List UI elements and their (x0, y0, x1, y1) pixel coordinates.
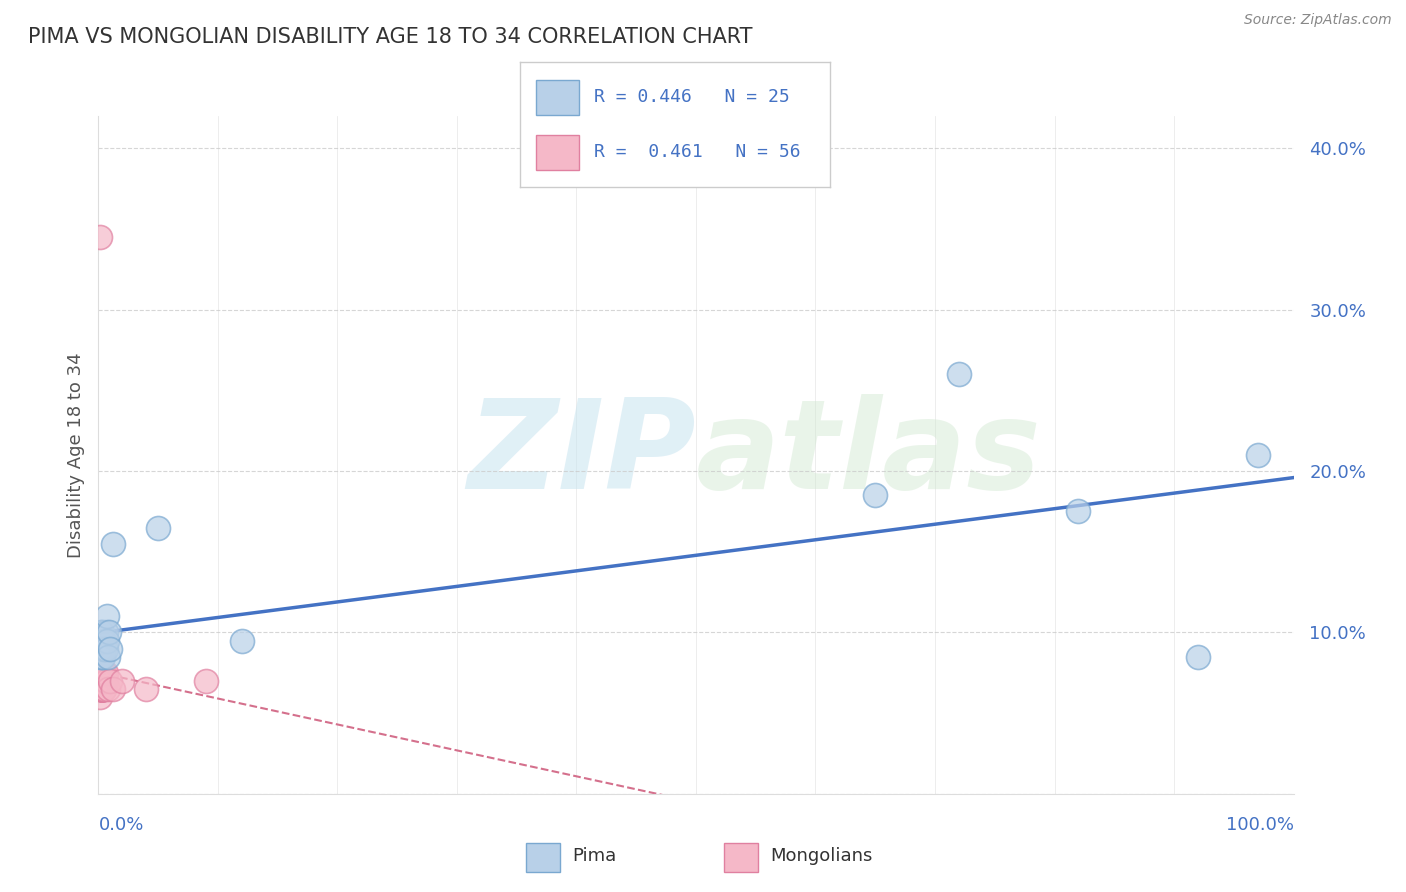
Point (89, 665, 111, 680)
Point (96, 609, 118, 624)
Text: ZIP: ZIP (467, 394, 696, 516)
Point (90, 681, 112, 696)
Point (91, 665, 114, 680)
Point (90, 681, 112, 696)
Point (91, 681, 114, 696)
Bar (724, 843, 758, 872)
Point (91, 665, 114, 680)
Point (93, 681, 115, 696)
Point (91, 673, 114, 688)
Text: atlas: atlas (696, 394, 1042, 516)
Point (93, 673, 115, 688)
Bar (526, 843, 560, 872)
Point (98, 641, 122, 656)
Point (98, 673, 122, 688)
Point (93, 665, 115, 680)
Point (94, 625, 117, 640)
Point (91, 665, 114, 680)
Point (194, 673, 217, 688)
Point (89, 681, 111, 696)
Point (135, 681, 157, 696)
Bar (536, 80, 579, 115)
Point (91, 681, 114, 696)
Point (91, 649, 114, 664)
Point (93, 673, 115, 688)
Point (97, 681, 120, 696)
Point (91, 681, 114, 696)
Point (91, 641, 114, 656)
Point (148, 520, 170, 534)
Point (91, 673, 114, 688)
Point (96, 633, 118, 648)
Point (91, 673, 114, 688)
Point (90, 673, 112, 688)
Point (98, 625, 121, 640)
Point (91, 673, 114, 688)
Point (90, 665, 112, 680)
Point (90, 625, 112, 640)
Point (89, 665, 111, 680)
Point (90, 673, 112, 688)
Text: Mongolians: Mongolians (770, 847, 873, 865)
Point (90, 681, 112, 696)
Point (91, 665, 114, 680)
Point (89, 641, 111, 656)
Point (231, 633, 253, 648)
Point (89, 673, 111, 688)
Point (90, 681, 112, 696)
Point (91, 625, 114, 640)
Point (94, 673, 117, 688)
Y-axis label: Disability Age 18 to 34: Disability Age 18 to 34 (66, 352, 84, 558)
Point (93, 641, 115, 656)
Point (91, 673, 114, 688)
Point (90, 665, 112, 680)
Point (89, 673, 111, 688)
Point (89, 681, 111, 696)
Point (91, 673, 114, 688)
Point (1187, 649, 1209, 664)
Point (89, 649, 111, 664)
Point (93, 633, 115, 648)
Point (863, 488, 886, 502)
Text: Source: ZipAtlas.com: Source: ZipAtlas.com (1244, 13, 1392, 28)
Point (97, 649, 120, 664)
Point (89, 230, 111, 244)
Point (948, 368, 970, 382)
Point (91, 649, 114, 664)
Text: R = 0.446   N = 25: R = 0.446 N = 25 (595, 88, 790, 106)
Point (91, 681, 114, 696)
Point (91, 665, 114, 680)
Point (1246, 448, 1268, 462)
Text: R =  0.461   N = 56: R = 0.461 N = 56 (595, 144, 801, 161)
Point (93, 681, 115, 696)
Point (101, 537, 124, 551)
Point (91, 681, 114, 696)
Point (93, 665, 115, 680)
Text: 0.0%: 0.0% (98, 816, 143, 834)
Text: Pima: Pima (572, 847, 616, 865)
Text: PIMA VS MONGOLIAN DISABILITY AGE 18 TO 34 CORRELATION CHART: PIMA VS MONGOLIAN DISABILITY AGE 18 TO 3… (28, 27, 752, 46)
Point (91, 665, 114, 680)
Point (91, 681, 114, 696)
Text: 100.0%: 100.0% (1226, 816, 1294, 834)
Point (91, 681, 114, 696)
Point (101, 681, 124, 696)
Bar (536, 135, 579, 169)
Point (89, 681, 111, 696)
Point (94, 665, 117, 680)
Point (89, 673, 111, 688)
Point (89, 665, 111, 680)
Point (90, 665, 112, 680)
Point (93, 681, 115, 696)
Point (94, 641, 117, 656)
Point (89, 690, 111, 704)
Point (90, 641, 112, 656)
Point (1067, 504, 1090, 518)
Point (111, 673, 134, 688)
Point (91, 681, 114, 696)
Point (90, 673, 112, 688)
